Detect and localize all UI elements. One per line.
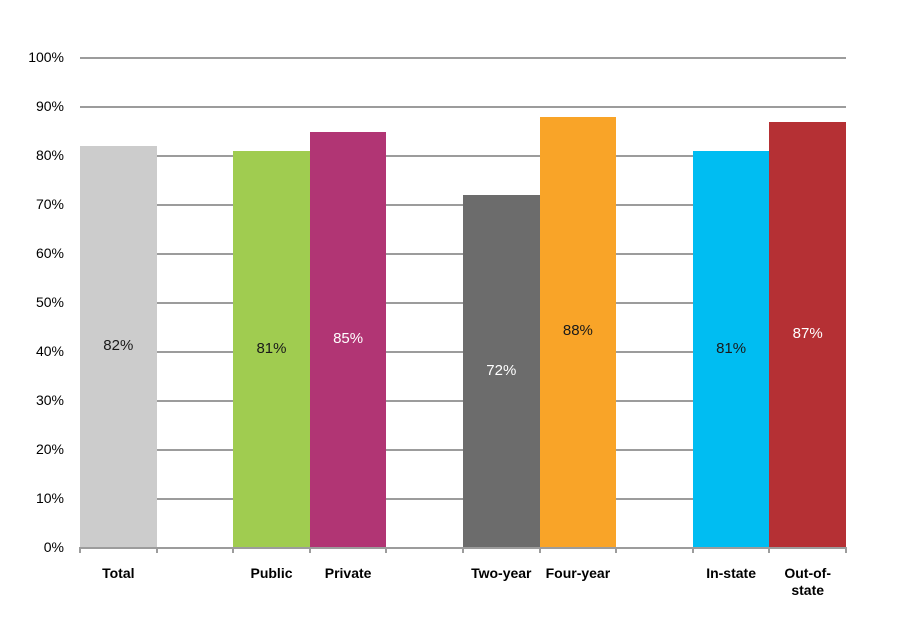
x-tick-mark [845, 547, 847, 553]
bar-private: 85% [309, 131, 387, 548]
y-tick-label: 30% [35, 392, 64, 408]
x-tick-mark [691, 547, 694, 553]
y-tick-label: 60% [35, 245, 64, 261]
x-tick-label: Private [324, 565, 372, 581]
x-tick-mark [385, 547, 388, 553]
bar-value-label: 81% [716, 339, 747, 357]
bar-total: 82% [80, 146, 157, 548]
x-tick-label: In-state [706, 565, 756, 581]
bar-public: 81% [233, 151, 310, 548]
x-tick-label: Public [250, 565, 293, 581]
x-tick-mark [232, 547, 235, 553]
y-tick-label: 70% [35, 196, 64, 212]
x-tick-mark [308, 547, 311, 553]
x-tick-mark [768, 547, 771, 553]
bar-out-of-state: 87% [769, 121, 846, 548]
x-tick-mark [615, 547, 618, 553]
bar-in-state: 81% [692, 151, 770, 548]
bar-two-year: 72% [463, 195, 540, 548]
x-tick-mark [79, 547, 81, 553]
y-tick-label: 40% [35, 343, 64, 359]
bar-four-year: 88% [539, 116, 617, 548]
x-tick-label: Four-year [545, 565, 611, 581]
bar-value-label: 85% [333, 329, 364, 347]
gridline [80, 57, 846, 59]
x-tick-label: Two-year [471, 565, 532, 581]
y-tick-label: 0% [43, 539, 64, 555]
bar-value-label: 88% [562, 322, 593, 340]
x-tick-mark [155, 547, 158, 553]
bar-value-label: 82% [103, 337, 134, 355]
x-tick-label: Out-of-state [784, 565, 832, 598]
y-tick-label: 50% [35, 294, 64, 310]
gridline [80, 106, 846, 108]
x-tick-mark [538, 547, 541, 553]
y-tick-label: 100% [28, 49, 64, 65]
y-tick-label: 80% [35, 147, 64, 163]
bar-value-label: 72% [486, 361, 517, 379]
y-tick-label: 90% [35, 98, 64, 114]
y-tick-label: 10% [35, 490, 64, 506]
gridline [80, 155, 846, 157]
bar-value-label: 81% [256, 339, 287, 357]
x-tick-mark [462, 547, 464, 553]
y-tick-label: 20% [35, 441, 64, 457]
bar-value-label: 87% [792, 324, 823, 342]
x-tick-label: Total [102, 565, 135, 581]
